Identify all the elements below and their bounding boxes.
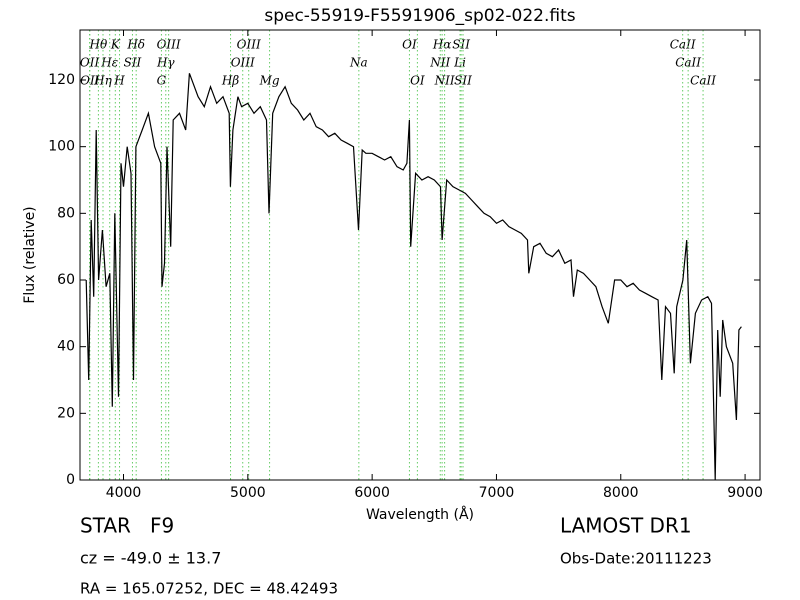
emission-label: G [157,74,167,88]
obs-date: Obs-Date:20111223 [560,550,712,568]
x-tick-label: 7000 [479,485,515,501]
emission-label: CaII [675,56,701,70]
emission-label: OIII [237,38,261,52]
emission-label: SII [454,74,472,88]
y-tick-label: 100 [48,139,75,155]
emission-label: OII [80,74,100,88]
plot-frame [79,29,761,481]
y-tick-label: 80 [57,205,75,221]
emission-label: Hε [100,56,118,70]
emission-label: Hγ [156,56,175,70]
emission-label: CaII [690,74,716,88]
emission-label: SII [452,38,470,52]
emission-label: Li [453,56,466,70]
y-axis-label: Flux (relative) [22,206,38,303]
object-class: STAR F9 [80,514,174,538]
emission-label: SII [124,56,142,70]
emission-label: Hα [432,38,452,52]
x-tick-label: 9000 [727,485,763,501]
x-tick-label: 6000 [354,485,390,501]
emission-label: CaII [670,38,696,52]
survey: LAMOST DR1 [560,514,692,538]
chart-title: spec-55919-F5591906_sp02-022.fits [264,6,575,26]
x-tick-label: 8000 [603,485,639,501]
emission-label: OI [402,38,417,52]
emission-label: Na [349,56,368,70]
emission-label: Hη [93,74,112,88]
emission-label: H [113,74,125,88]
coordinates: RA = 165.07252, DEC = 48.42493 [80,580,338,598]
y-tick-label: 60 [57,272,75,288]
y-tick-label: 0 [66,472,75,488]
emission-label: K [110,38,121,52]
emission-label: NII [434,74,455,88]
emission-label: OI [410,74,425,88]
x-axis-label: Wavelength (Å) [366,506,474,523]
emission-label: Hθ [89,38,108,52]
emission-label: OIII [231,56,255,70]
y-tick-label: 120 [48,72,75,88]
redshift: cz = -49.0 ± 13.7 [80,549,221,568]
emission-label: Hδ [126,38,145,52]
emission-label: Mg [259,74,280,88]
y-tick-label: 20 [57,405,75,421]
y-tick-label: 40 [57,339,75,355]
emission-label: Hβ [221,74,239,88]
x-tick-label: 4000 [106,485,142,501]
spectrum [85,73,742,481]
emission-label: OIII [157,38,181,52]
x-tick-label: 5000 [230,485,266,501]
emission-label: NII [429,56,450,70]
